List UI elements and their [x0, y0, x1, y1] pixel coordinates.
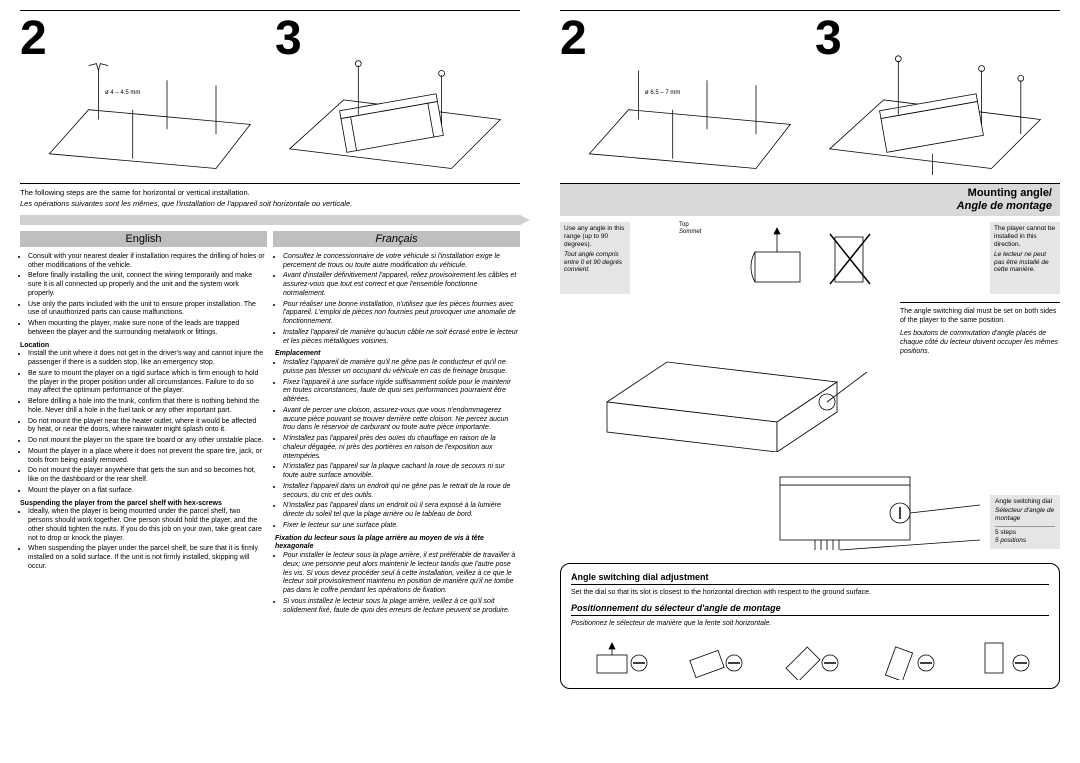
list-item: Installez l'appareil de manière qu'il ne…	[283, 359, 520, 377]
dial-icon	[876, 635, 936, 680]
callout-fr: Les boutons de commutation d'angle placé…	[900, 329, 1060, 356]
grey-arrow-bar	[20, 215, 520, 225]
diagram-2-r	[560, 15, 805, 175]
warn-en: The player cannot be installed in this d…	[994, 225, 1055, 248]
list-item: Consult with your nearest dealer if inst…	[28, 253, 265, 271]
diagram-3-r	[815, 15, 1060, 175]
warn-text: The player cannot be installed in this d…	[990, 222, 1060, 294]
list-item: Fixez l'appareil à une surface rigide su…	[283, 379, 520, 405]
dial-icons-row	[571, 635, 1049, 680]
step-2: 2 ø 4 – 4.5 mm	[20, 15, 265, 175]
dial-icon	[780, 635, 840, 680]
right-page: 2 ø 6.5 – 7 mm 3	[540, 0, 1080, 763]
en-list3: Ideally, when the player is being mounte…	[20, 508, 265, 571]
list-item: Installez l'appareil de manière qu'aucun…	[283, 329, 520, 347]
angle-range-box: Use any angle in this range (up to 90 de…	[560, 222, 1060, 294]
step-number: 3	[275, 15, 302, 63]
fr-heading-fixation: Fixation du lecteur sous la plage arrièr…	[275, 535, 484, 551]
list-item: Mount the player in a place where it doe…	[28, 448, 265, 466]
en-list1: Consult with your nearest dealer if inst…	[20, 253, 265, 338]
list-item: Before drilling a hole into the trunk, c…	[28, 398, 265, 416]
en-heading-suspend: Suspending the player from the parcel sh…	[20, 500, 222, 507]
dial-label: Angle switching dial Sélecteur d'angle d…	[990, 495, 1060, 548]
list-item: Avant d'installer définitivement l'appar…	[283, 272, 520, 298]
dial-adjustment-section: Angle switching dial adjustment Set the …	[560, 563, 1060, 688]
range-en: Use any angle in this range (up to 90 de…	[564, 225, 624, 248]
list-item: N'installez pas l'appareil près des ouïe…	[283, 435, 520, 461]
angle-diagram: Top Sommet	[634, 222, 986, 294]
list-item: Installez l'appareil dans un endroit qui…	[283, 483, 520, 501]
list-item: When suspending the player under the par…	[28, 545, 265, 571]
player-diagram	[560, 302, 894, 457]
step-3: 3	[815, 15, 1060, 175]
steps-label: 5 steps 5 positions	[995, 526, 1055, 546]
list-item: Mount the player on a flat surface.	[28, 487, 265, 496]
dial-closeup: Angle switching dial Sélecteur d'angle d…	[560, 465, 1060, 555]
list-item: Si vous installez le lecteur sous la pla…	[283, 598, 520, 616]
en-heading-location: Location	[20, 342, 49, 349]
list-item: N'installez pas l'appareil sur la plaque…	[283, 463, 520, 481]
diagram-row: 2 ø 4 – 4.5 mm 3	[20, 15, 520, 175]
callout-row: The angle switching dial must be set on …	[560, 302, 1060, 457]
dial-heading-en: Angle switching dial adjustment	[571, 572, 1049, 585]
top-rule	[20, 10, 520, 11]
diagram-row: 2 ø 6.5 – 7 mm 3	[560, 15, 1060, 175]
step-2: 2 ø 6.5 – 7 mm	[560, 15, 805, 175]
list-item: Ideally, when the player is being mounte…	[28, 508, 265, 543]
fr-list1: Consultez le concessionnaire de votre vé…	[275, 253, 520, 347]
list-item: Pour réaliser une bonne installation, n'…	[283, 301, 520, 327]
top-rule	[560, 10, 1060, 11]
fr-list2: Installez l'appareil de manière qu'il ne…	[275, 359, 520, 531]
caption-fr: Les opérations suivantes sont les mêmes,…	[20, 199, 520, 208]
french-column: Consultez le concessionnaire de votre vé…	[275, 253, 520, 620]
list-item: Install the unit where it does not get i…	[28, 350, 265, 368]
lang-en: English	[20, 231, 267, 247]
step-3: 3	[275, 15, 520, 175]
list-item: Avant de percer une cloison, assurez-vou…	[283, 407, 520, 433]
dim-label: ø 6.5 – 7 mm	[645, 90, 680, 96]
dial-icon	[589, 635, 649, 680]
callout-text: The angle switching dial must be set on …	[900, 302, 1060, 457]
step-number: 3	[815, 15, 842, 63]
diagram-3	[275, 15, 520, 175]
language-row: English Français	[20, 231, 520, 247]
caption: The following steps are the same for hor…	[20, 183, 520, 209]
dim-label: ø 4 – 4.5 mm	[105, 90, 140, 96]
warn-fr: Le lecteur ne peut pas être installé de …	[994, 251, 1056, 274]
title-en: Mounting angle/	[968, 187, 1052, 199]
list-item: When mounting the player, make sure none…	[28, 320, 265, 338]
list-item: Do not mount the player on the spare tir…	[28, 437, 265, 446]
list-item: Pour installer le lecteur sous la plage …	[283, 552, 520, 596]
english-column: Consult with your nearest dealer if inst…	[20, 253, 265, 620]
title-bar: Mounting angle/ Angle de montage	[560, 183, 1060, 216]
text-columns: Consult with your nearest dealer if inst…	[20, 253, 520, 620]
list-item: N'installez pas l'appareil dans un endro…	[283, 502, 520, 520]
fr-heading-emplacement: Emplacement	[275, 350, 321, 357]
range-text: Use any angle in this range (up to 90 de…	[560, 222, 630, 294]
top-label: Top Sommet	[679, 222, 701, 235]
callout-en: The angle switching dial must be set on …	[900, 308, 1056, 324]
left-page: 2 ø 4 – 4.5 mm 3	[0, 0, 540, 763]
list-item: Do not mount the player anywhere that ge…	[28, 467, 265, 485]
dial-heading-fr: Positionnement du sélecteur d'angle de m…	[571, 603, 1049, 616]
list-item: Use only the parts included with the uni…	[28, 301, 265, 319]
dial-text-en: Set the dial so that its slot is closest…	[571, 588, 1049, 597]
title-fr: Angle de montage	[568, 200, 1052, 213]
range-fr: Tout angle compris entre 0 et 90 degrés …	[564, 251, 626, 274]
list-item: Before finally installing the unit, conn…	[28, 272, 265, 298]
dial-icon	[971, 635, 1031, 680]
list-item: Fixer le lecteur sur une surface plate.	[283, 522, 520, 531]
list-item: Be sure to mount the player on a rigid s…	[28, 370, 265, 396]
en-list2: Install the unit where it does not get i…	[20, 350, 265, 495]
list-item: Consultez le concessionnaire de votre vé…	[283, 253, 520, 271]
list-item: Do not mount the player near the heater …	[28, 418, 265, 436]
lang-fr: Français	[273, 231, 520, 247]
fr-list3: Pour installer le lecteur sous la plage …	[275, 552, 520, 615]
dial-icon	[684, 635, 744, 680]
step-number: 2	[560, 15, 587, 63]
diagram-2	[20, 15, 265, 175]
dial-text-fr: Positionnez le sélecteur de manière que …	[571, 619, 1049, 628]
caption-en: The following steps are the same for hor…	[20, 188, 520, 197]
step-number: 2	[20, 15, 47, 63]
